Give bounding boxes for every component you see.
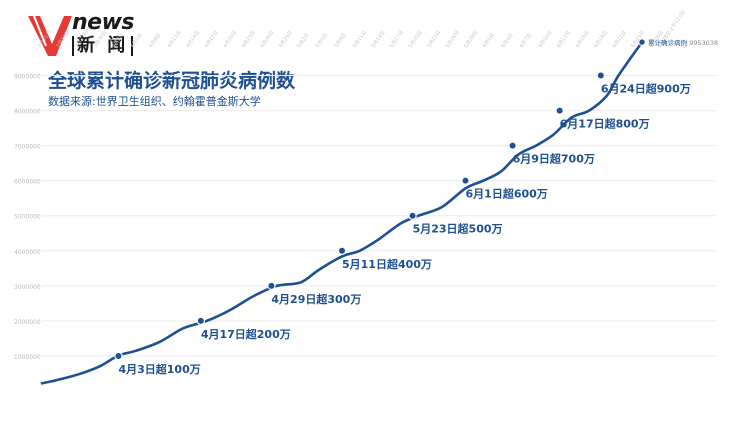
- x-tick-label: 5月11日: [352, 30, 368, 49]
- x-tick-label: 6月16日: [575, 30, 591, 49]
- y-tick-label: 6000000: [14, 179, 41, 186]
- milestone-label: 4月17日超200万: [201, 327, 291, 341]
- x-tick-label: 5月14日: [371, 30, 387, 49]
- x-tick-label: 5月26日: [445, 30, 461, 49]
- end-label-value: 9953038: [689, 39, 718, 47]
- milestone-marker: [114, 351, 123, 361]
- milestone-label: 4月3日超100万: [118, 362, 200, 376]
- x-tick-label: 6月19日: [593, 30, 609, 49]
- x-tick-label: 4月23日: [241, 30, 257, 49]
- milestone-label: 6月1日超600万: [466, 187, 548, 201]
- news-logo: news 新 闻: [26, 8, 166, 68]
- milestone-marker: [267, 281, 276, 291]
- logo-news-text: news: [72, 10, 135, 35]
- x-tick-label: 3月30日: [92, 30, 108, 49]
- end-marker: [638, 38, 646, 46]
- x-tick-label: 6月13日: [556, 30, 572, 49]
- milestone-marker: [508, 141, 517, 150]
- y-tick-label: 4000000: [14, 249, 41, 256]
- milestone-marker: [196, 316, 206, 326]
- milestone-label: 5月11日超400万: [342, 257, 432, 271]
- x-tick-label: 5月8日: [333, 32, 347, 49]
- x-tick-label: 4月5日: [129, 32, 143, 49]
- x-tick-label: 4月2日: [111, 32, 125, 49]
- y-tick-label: 8000000: [14, 109, 41, 116]
- x-tick-label: 4月26日: [259, 30, 275, 49]
- x-tick-label: 4月20日: [222, 30, 238, 49]
- milestone-label: 6月9日超700万: [513, 152, 595, 166]
- x-tick-label: 5月2日: [296, 32, 310, 49]
- milestone-label: 6月17日超800万: [560, 117, 650, 131]
- x-tick-label: 5月20日: [408, 30, 424, 49]
- logo-xinwen-text: 新 闻: [72, 36, 134, 56]
- end-label-name: 累计确诊病例: [648, 38, 689, 47]
- y-tick-label: 9000000: [14, 74, 41, 81]
- x-tick-label: 5月29日: [463, 30, 479, 49]
- data-source: 数据来源:世界卫生组织、约翰霍普金斯大学: [48, 95, 261, 108]
- x-tick-label: 4月17日: [204, 30, 220, 49]
- x-tick-label: 3月21日: [37, 30, 53, 49]
- x-tick-label: 3月24日: [55, 30, 71, 49]
- milestone-marker: [555, 106, 564, 115]
- x-tick-label: 6月10日: [537, 30, 553, 49]
- y-tick-label: 1000000: [14, 354, 41, 361]
- case-count-line: [40, 40, 644, 385]
- milestone-label: 4月29日超300万: [271, 292, 361, 306]
- y-tick-label: 2000000: [14, 319, 41, 326]
- x-tick-label: 6月1日: [482, 32, 496, 49]
- milestone-label: 5月23日超500万: [413, 222, 503, 236]
- milestone-label: 6月24日超900万: [601, 82, 691, 96]
- x-tick-label: 5月5日: [315, 32, 329, 49]
- x-tick-label: 5月17日: [389, 30, 405, 49]
- x-tick-label: 4月29日: [278, 30, 294, 49]
- x-tick-label: 4月11日: [167, 30, 183, 49]
- y-tick-label: 7000000: [14, 144, 41, 151]
- x-tick-label: 6月7日: [519, 32, 533, 49]
- end-label: 累计确诊病例 9953038: [648, 38, 718, 47]
- milestone-marker: [596, 71, 606, 80]
- x-tick-label: 3月27日: [74, 30, 90, 49]
- milestone-marker: [461, 176, 470, 185]
- y-tick-label: 5000000: [14, 214, 41, 221]
- v-logo-icon: [28, 15, 72, 56]
- x-tick-label: 4月8日: [148, 32, 162, 49]
- y-tick-label: 3000000: [14, 284, 41, 291]
- x-tick-label: 6月22日: [612, 30, 628, 49]
- milestone-marker: [337, 246, 347, 255]
- x-tick-label: 6月4日: [500, 32, 514, 49]
- x-tick-label: 4月14日: [185, 30, 201, 49]
- milestone-marker: [408, 211, 417, 220]
- x-tick-label: 5月23日: [426, 30, 442, 49]
